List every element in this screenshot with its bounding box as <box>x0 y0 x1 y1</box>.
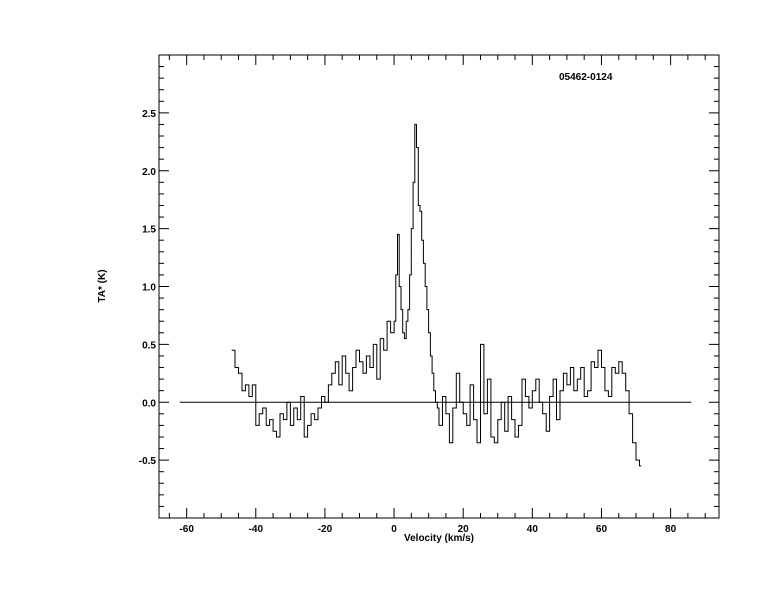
x-tick-label: -40 <box>249 524 264 535</box>
spectrum-points <box>232 124 642 465</box>
chart-title: 05462-0124 <box>559 72 613 83</box>
y-tick-label: 1.0 <box>142 283 156 294</box>
x-tick-label: 0 <box>391 524 397 535</box>
x-tick-label: 60 <box>596 524 608 535</box>
y-tick-label: 2.5 <box>142 109 156 120</box>
x-tick-label: -20 <box>318 524 333 535</box>
x-axis: -60 -40 -20 0 20 40 60 80 <box>168 55 706 535</box>
x-tick-label: 80 <box>665 524 677 535</box>
y-axis-label: TA* (K) <box>97 269 108 302</box>
y-axis: -0.5 0.0 0.5 1.0 1.5 2.0 2.5 <box>139 66 719 507</box>
y-tick-label: -0.5 <box>139 456 157 467</box>
y-tick-label: 2.0 <box>142 167 156 178</box>
x-axis-label: Velocity (km/s) <box>404 533 474 544</box>
plot-frame <box>158 54 720 519</box>
y-tick-label: 1.5 <box>142 225 156 236</box>
x-tick-label: 20 <box>458 524 470 535</box>
x-tick-label: -60 <box>179 524 194 535</box>
y-tick-label: 0.0 <box>142 398 156 409</box>
y-tick-label: 0.5 <box>142 340 156 351</box>
plot-border <box>158 54 720 519</box>
spectrum-line <box>231 123 642 467</box>
x-tick-label: 40 <box>527 524 539 535</box>
